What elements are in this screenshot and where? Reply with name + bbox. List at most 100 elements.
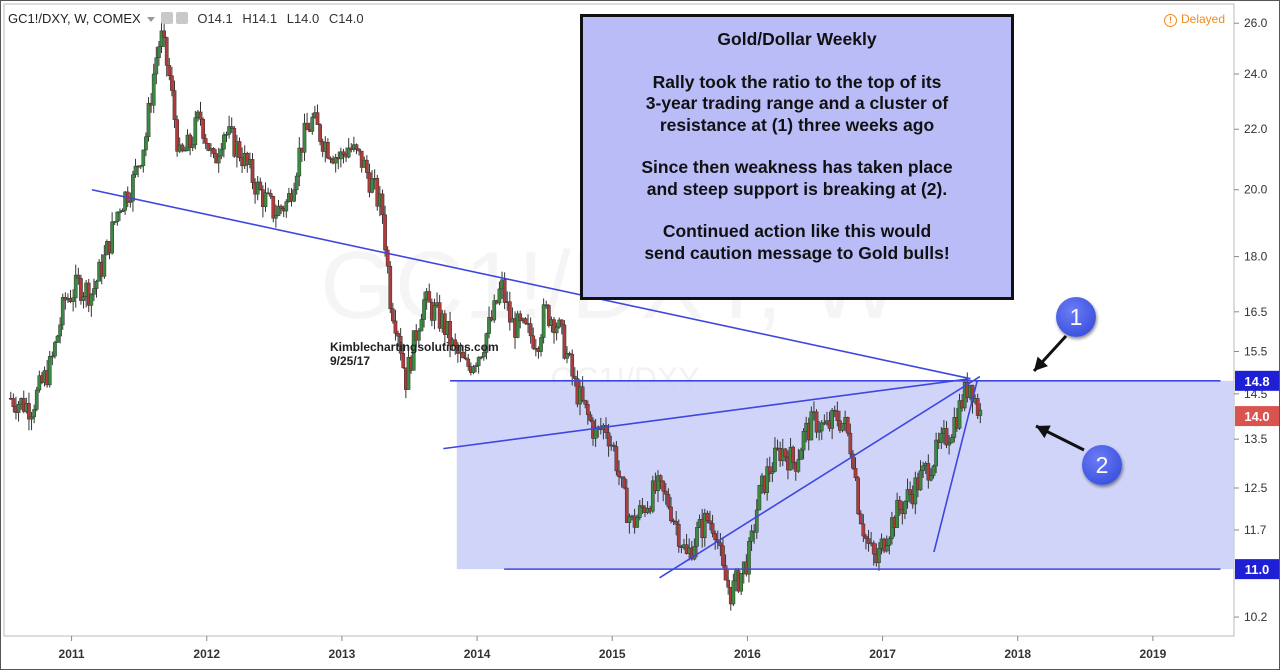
candle-body bbox=[640, 505, 645, 509]
candle bbox=[110, 212, 114, 255]
candle bbox=[315, 104, 320, 125]
candle-body bbox=[58, 324, 62, 337]
candle-body bbox=[947, 442, 951, 446]
candle-body bbox=[357, 148, 361, 152]
candle bbox=[170, 66, 174, 97]
candle-body bbox=[133, 165, 138, 176]
candle bbox=[370, 170, 374, 194]
candle bbox=[164, 36, 169, 77]
compare-icon[interactable] bbox=[175, 12, 188, 24]
candle bbox=[422, 291, 426, 328]
candle bbox=[695, 521, 699, 558]
candle-body bbox=[611, 444, 616, 447]
candle-body bbox=[16, 403, 21, 413]
settings-icon[interactable] bbox=[160, 12, 173, 24]
open-label: O bbox=[197, 11, 208, 26]
candle-body bbox=[141, 149, 146, 166]
level-badge-top-text: 14.8 bbox=[1244, 374, 1269, 389]
candle-body bbox=[406, 357, 411, 390]
candle-body bbox=[518, 313, 523, 322]
candle bbox=[396, 330, 400, 348]
candle-body bbox=[268, 193, 273, 197]
candle bbox=[890, 511, 894, 545]
candle-body bbox=[453, 339, 458, 346]
candle-body bbox=[297, 147, 302, 177]
candle bbox=[663, 482, 668, 505]
candle-body bbox=[580, 386, 585, 401]
candle bbox=[263, 182, 268, 212]
candle bbox=[227, 115, 231, 139]
candle-body bbox=[908, 489, 912, 495]
candle-body bbox=[375, 178, 380, 207]
candle-body bbox=[606, 432, 611, 447]
candle-body bbox=[89, 294, 94, 306]
candle bbox=[877, 542, 881, 571]
candle bbox=[864, 533, 868, 550]
candle-body bbox=[939, 432, 944, 443]
chevron-down-icon[interactable] bbox=[146, 17, 155, 22]
candle-body bbox=[637, 505, 642, 518]
candle-body bbox=[627, 516, 632, 523]
candle-body bbox=[180, 144, 185, 151]
delayed-badge[interactable]: ! Delayed bbox=[1164, 12, 1225, 27]
candle bbox=[832, 405, 837, 418]
y-tick-label: 24.0 bbox=[1244, 67, 1268, 81]
candle-body bbox=[365, 159, 369, 173]
candle-body bbox=[279, 205, 283, 209]
candle bbox=[198, 101, 203, 126]
candle bbox=[749, 524, 754, 552]
annotation-line: send caution message to Gold bulls! bbox=[644, 242, 950, 263]
candle bbox=[60, 293, 65, 330]
candle bbox=[474, 362, 478, 373]
candle-body bbox=[380, 193, 385, 216]
y-tick-label: 13.5 bbox=[1244, 432, 1268, 446]
candle-body bbox=[448, 321, 452, 347]
candle-body bbox=[487, 317, 491, 334]
candle bbox=[128, 192, 133, 208]
candle bbox=[944, 421, 949, 449]
candle bbox=[190, 136, 195, 152]
candle-body bbox=[913, 477, 918, 505]
candle-body bbox=[346, 147, 351, 158]
candle-body bbox=[154, 57, 159, 75]
candle bbox=[661, 480, 666, 502]
candle bbox=[840, 423, 845, 433]
candle-body bbox=[614, 446, 619, 472]
candle bbox=[562, 320, 567, 360]
candle-body bbox=[284, 201, 289, 212]
candle bbox=[666, 488, 671, 510]
candle bbox=[921, 461, 925, 478]
level-badge-top-bg bbox=[1235, 370, 1279, 391]
candle-body bbox=[318, 124, 322, 142]
candle-body bbox=[705, 512, 710, 521]
symbol-label[interactable]: GC1!/DXY, W, COMEX bbox=[8, 11, 141, 26]
candle-body bbox=[455, 345, 460, 354]
candle-body bbox=[175, 119, 179, 152]
candle-body bbox=[292, 189, 296, 202]
candle bbox=[708, 510, 712, 531]
candle-body bbox=[250, 159, 255, 183]
candle-body bbox=[583, 399, 588, 405]
candle bbox=[770, 462, 775, 483]
candle bbox=[455, 342, 460, 363]
candle-body bbox=[918, 470, 923, 491]
candle bbox=[471, 364, 476, 375]
candle-body bbox=[588, 414, 593, 421]
candle-body bbox=[565, 353, 569, 359]
candle-body bbox=[60, 297, 65, 326]
candle bbox=[669, 497, 673, 524]
candle bbox=[583, 399, 588, 409]
candle-body bbox=[754, 509, 759, 533]
candle-body bbox=[50, 355, 55, 358]
candle bbox=[89, 293, 94, 317]
level-badge-bottom: 11.0 bbox=[1235, 559, 1279, 580]
candle bbox=[476, 356, 481, 374]
candle-body bbox=[897, 499, 902, 510]
candle-body bbox=[193, 117, 198, 146]
candle-body bbox=[572, 375, 577, 379]
candle bbox=[138, 164, 143, 170]
candle-body bbox=[926, 463, 931, 481]
candle-body bbox=[203, 138, 208, 144]
candle-body bbox=[227, 126, 231, 135]
